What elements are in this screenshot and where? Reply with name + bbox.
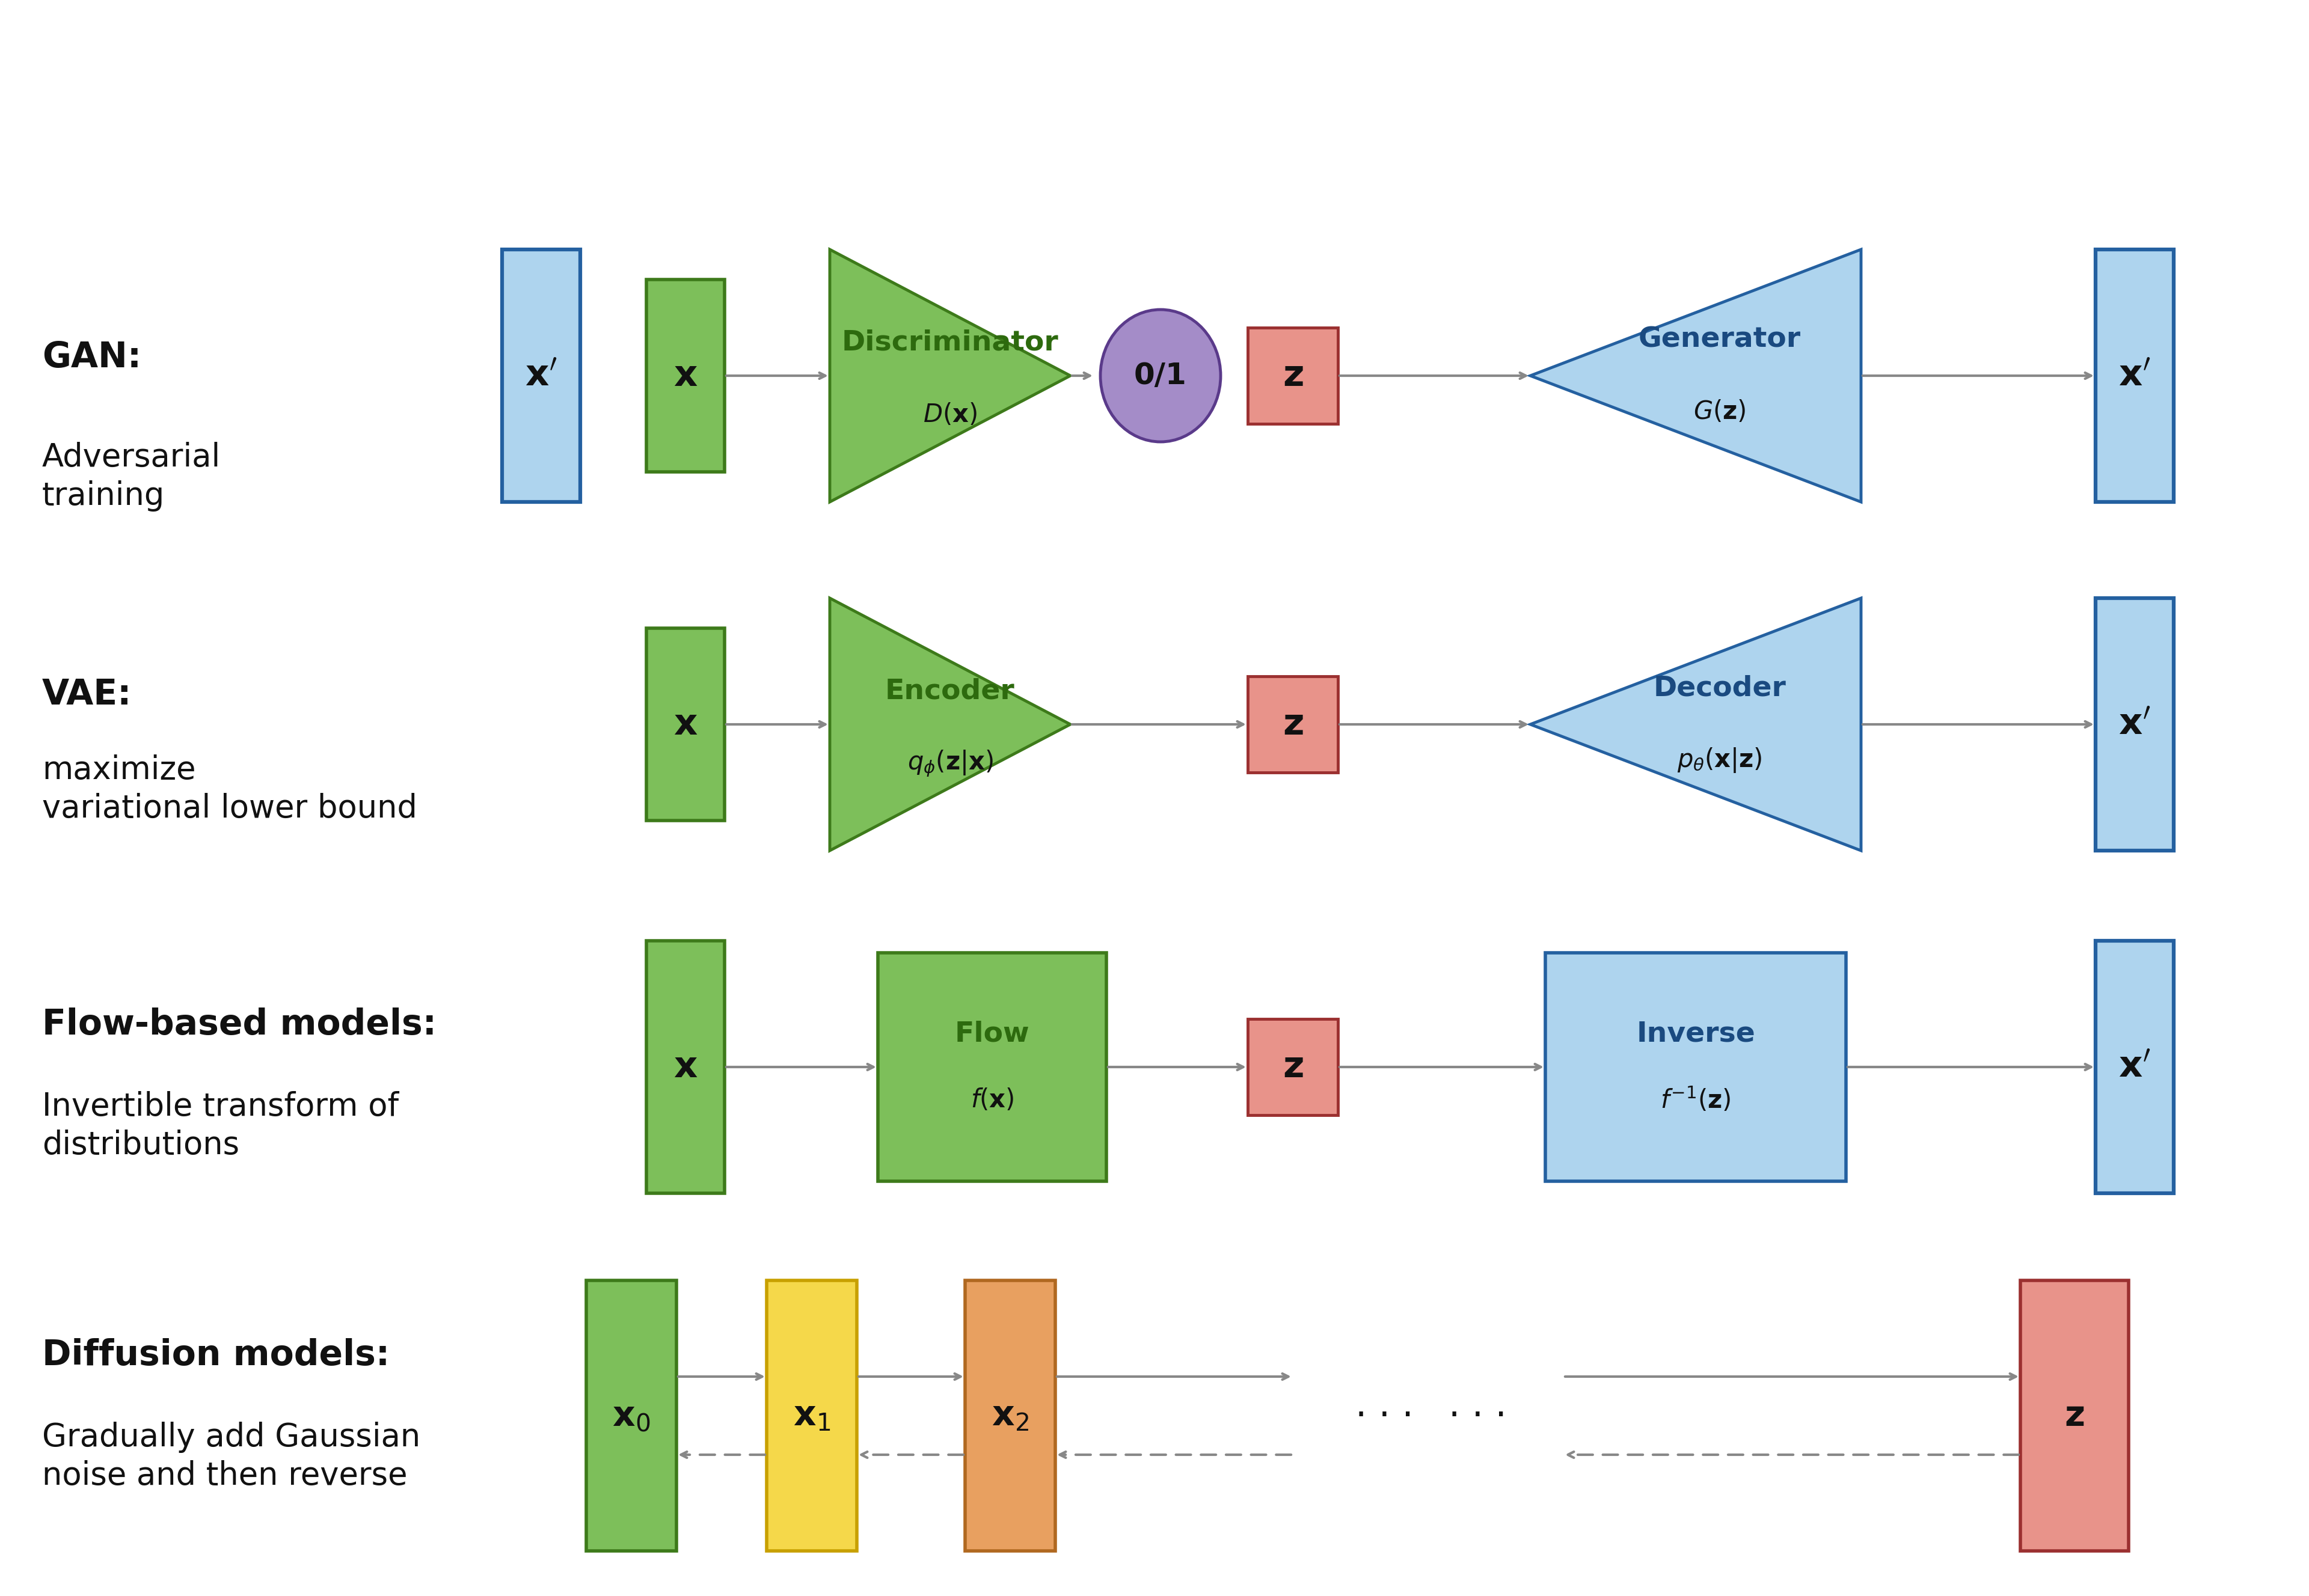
- Text: $\mathbf{x}'$: $\mathbf{x}'$: [2120, 358, 2150, 394]
- Text: $D(\mathbf{x})$: $D(\mathbf{x})$: [924, 402, 977, 428]
- Text: Discriminator: Discriminator: [840, 329, 1058, 356]
- Bar: [965, 1280, 1055, 1551]
- Text: $\mathbf{x}$: $\mathbf{x}$: [674, 1049, 697, 1085]
- Text: VAE:: VAE:: [42, 677, 132, 712]
- Text: $G(\mathbf{z})$: $G(\mathbf{z})$: [1692, 399, 1746, 425]
- Text: $\mathbf{x}$: $\mathbf{x}$: [674, 358, 697, 394]
- Text: . . .   . . .: . . . . . .: [1355, 1389, 1508, 1424]
- Ellipse shape: [1101, 310, 1221, 442]
- Text: $\mathbf{z}$: $\mathbf{z}$: [1281, 1049, 1302, 1085]
- Bar: [1247, 1018, 1337, 1116]
- Bar: [1545, 953, 1845, 1181]
- Text: $\mathbf{x}_1$: $\mathbf{x}_1$: [792, 1398, 831, 1433]
- Bar: [2097, 940, 2173, 1194]
- Text: maximize
variational lower bound: maximize variational lower bound: [42, 755, 418, 824]
- Text: Inverse: Inverse: [1637, 1020, 1755, 1047]
- Text: Diffusion models:: Diffusion models:: [42, 1339, 390, 1373]
- Text: $\mathbf{x}'$: $\mathbf{x}'$: [2120, 707, 2150, 742]
- Bar: [2020, 1280, 2129, 1551]
- Polygon shape: [829, 598, 1071, 851]
- Bar: [1247, 327, 1337, 425]
- Polygon shape: [1531, 249, 1861, 503]
- Bar: [647, 629, 725, 820]
- Bar: [877, 953, 1106, 1181]
- Text: Flow: Flow: [954, 1020, 1030, 1047]
- Text: $f^{-1}(\mathbf{z})$: $f^{-1}(\mathbf{z})$: [1660, 1085, 1732, 1114]
- Text: $f(\mathbf{x})$: $f(\mathbf{x})$: [970, 1087, 1014, 1112]
- Text: $\mathbf{x}_0$: $\mathbf{x}_0$: [612, 1398, 651, 1433]
- Text: Invertible transform of
distributions: Invertible transform of distributions: [42, 1092, 399, 1160]
- Text: Encoder: Encoder: [884, 678, 1016, 705]
- Bar: [647, 940, 725, 1194]
- Text: GAN:: GAN:: [42, 340, 141, 375]
- Text: $\mathbf{z}$: $\mathbf{z}$: [1281, 358, 1302, 394]
- Bar: [767, 1280, 857, 1551]
- Text: $\mathbf{z}$: $\mathbf{z}$: [1281, 707, 1302, 742]
- Text: $\mathbf{x}_2$: $\mathbf{x}_2$: [991, 1398, 1030, 1433]
- Bar: [501, 249, 580, 503]
- Text: Flow-based models:: Flow-based models:: [42, 1007, 436, 1042]
- Bar: [1247, 677, 1337, 772]
- Bar: [2097, 249, 2173, 503]
- Bar: [647, 279, 725, 472]
- Text: $\mathbf{z}$: $\mathbf{z}$: [2064, 1398, 2085, 1433]
- Text: Decoder: Decoder: [1653, 675, 1787, 702]
- Text: 0/1: 0/1: [1134, 361, 1187, 389]
- Text: $q_\phi(\mathbf{z}|\mathbf{x})$: $q_\phi(\mathbf{z}|\mathbf{x})$: [907, 749, 993, 779]
- Bar: [2097, 598, 2173, 851]
- Polygon shape: [829, 249, 1071, 503]
- Polygon shape: [1531, 598, 1861, 851]
- Text: Generator: Generator: [1639, 326, 1801, 353]
- Text: $\mathbf{x}'$: $\mathbf{x}'$: [524, 358, 556, 394]
- Text: $\mathbf{x}$: $\mathbf{x}$: [674, 707, 697, 742]
- Text: $\mathbf{x}'$: $\mathbf{x}'$: [2120, 1049, 2150, 1085]
- Text: $p_\theta(\mathbf{x}|\mathbf{z})$: $p_\theta(\mathbf{x}|\mathbf{z})$: [1676, 747, 1762, 774]
- Text: Adversarial
training: Adversarial training: [42, 442, 222, 512]
- Text: Gradually add Gaussian
noise and then reverse: Gradually add Gaussian noise and then re…: [42, 1422, 420, 1492]
- Bar: [586, 1280, 677, 1551]
